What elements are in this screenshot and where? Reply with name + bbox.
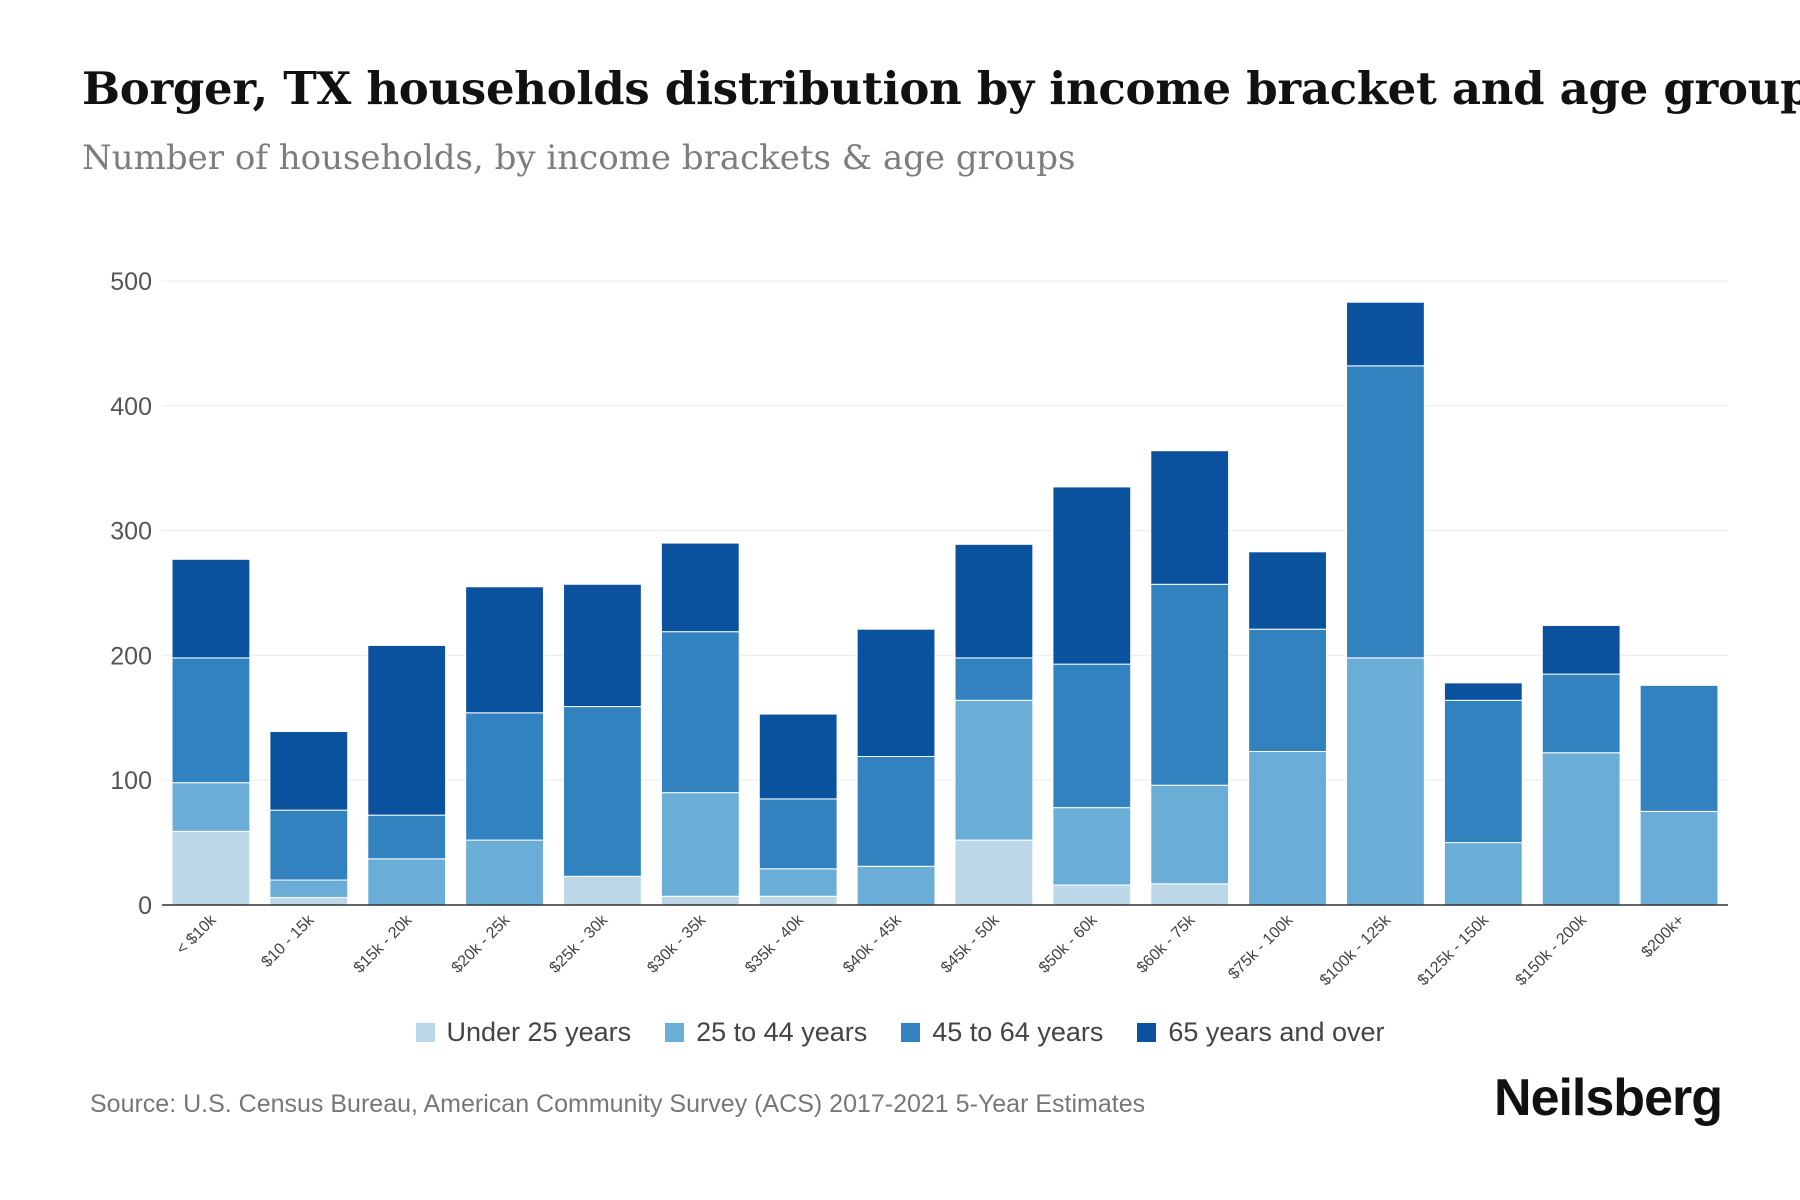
x-tick-label: $45k - 50k (938, 911, 1004, 977)
bar-segment (367, 814, 447, 860)
bar-segment (171, 830, 251, 906)
bar-segment (563, 875, 642, 906)
x-tick-label: $10 - 15k (258, 911, 318, 971)
x-tick-label: $75k - 100k (1225, 911, 1297, 983)
bar-segment (1150, 883, 1230, 906)
legend-item-65-and-over[interactable]: 65 years and over (1137, 1017, 1385, 1048)
x-tick-label: $100k - 125k (1317, 911, 1395, 989)
bar-segment (856, 865, 936, 906)
y-tick-label: 500 (110, 268, 152, 296)
bar-segment (660, 631, 740, 794)
bar-segment (954, 839, 1034, 906)
bar-segment (660, 792, 740, 897)
bar-segment (1346, 657, 1425, 906)
y-tick-label: 0 (138, 892, 152, 920)
x-tick-label: $50k - 60k (1036, 911, 1102, 977)
bar-segment (1443, 699, 1523, 844)
legend-swatch (901, 1023, 921, 1042)
bar-segment (954, 657, 1034, 701)
bar-segment (171, 558, 251, 659)
chart-legend: Under 25 years 25 to 44 years 45 to 64 y… (0, 1017, 1800, 1048)
stacked-bar-chart: 0 100 200 300 400 500 < $10k $10 - 15k $15k - 20… (110, 268, 1728, 989)
bar-segment (1248, 551, 1327, 630)
bar-segment (1052, 486, 1132, 665)
x-tick-label: $40k - 45k (840, 911, 906, 977)
bar-segment (269, 879, 349, 899)
chart-subtitle: Number of households, by income brackets… (82, 138, 1076, 178)
bar-segment (563, 706, 642, 877)
x-tick-label: $35k - 40k (742, 911, 808, 977)
bar-segment (1541, 624, 1621, 675)
bar-segment (1052, 663, 1132, 809)
bar-segment (1443, 842, 1523, 906)
bar-segment (1248, 750, 1327, 906)
bar-segment (856, 755, 936, 867)
bar-segment (1150, 450, 1230, 585)
bar-segment (171, 782, 251, 832)
bar-segment (1443, 682, 1523, 701)
source-note: Source: U.S. Census Bureau, American Com… (90, 1090, 1146, 1118)
bar-segment (1052, 807, 1132, 886)
bar-segment (1639, 684, 1719, 812)
x-tick-label: $15k - 20k (351, 911, 417, 977)
x-tick-label: $30k - 35k (644, 911, 710, 977)
brand-logo: Neilsberg (1494, 1069, 1723, 1127)
bar-segment (1052, 884, 1132, 906)
y-tick-label: 200 (110, 642, 152, 670)
bar-segment (954, 543, 1034, 659)
bar-segment (1248, 628, 1327, 752)
legend-label: 25 to 44 years (696, 1017, 868, 1047)
bar-segment (1150, 784, 1230, 885)
legend-swatch (1137, 1023, 1157, 1042)
bar-segment (758, 895, 838, 906)
bar-segment (1346, 365, 1425, 659)
bar-segment (367, 644, 447, 816)
bar-segment (758, 868, 838, 897)
y-tick-label: 400 (110, 393, 152, 421)
legend-label: Under 25 years (446, 1017, 632, 1047)
bar-segment (465, 839, 544, 906)
bar-segment (758, 713, 838, 800)
bar-segment (1541, 752, 1621, 906)
bar-segment (660, 542, 740, 633)
legend-swatch (665, 1023, 685, 1042)
legend-item-45-to-64[interactable]: 45 to 64 years (901, 1017, 1103, 1048)
x-tick-label: $60k - 75k (1134, 911, 1200, 977)
bar-segment (1541, 673, 1621, 754)
bar-segment (856, 628, 936, 757)
bar-segment (465, 712, 544, 841)
x-tick-label: < $10k (173, 911, 220, 958)
x-tick-label: $125k - 150k (1415, 911, 1493, 989)
chart-title: Borger, TX households distribution by in… (82, 62, 1800, 115)
y-tick-label: 100 (110, 767, 152, 795)
x-tick-label: $200k+ (1638, 912, 1687, 961)
bar-segment (563, 583, 642, 708)
bar-segment (758, 798, 838, 870)
y-tick-label: 300 (110, 518, 152, 546)
legend-swatch (415, 1023, 435, 1042)
bar-segment (1346, 301, 1425, 367)
legend-item-25-to-44[interactable]: 25 to 44 years (665, 1017, 867, 1048)
bar-segment (660, 895, 740, 906)
x-tick-label: $25k - 30k (546, 911, 612, 977)
legend-label: 65 years and over (1168, 1017, 1385, 1047)
bar-segment (1639, 810, 1719, 906)
bar-segment (954, 699, 1034, 841)
bar-segment (465, 586, 544, 714)
bar-segment (1150, 583, 1230, 786)
bar-segment (367, 858, 447, 906)
x-tick-label: $20k - 25k (449, 911, 515, 977)
bar-segment (269, 809, 349, 881)
bar-segment (269, 897, 349, 906)
bar-segment (171, 657, 251, 784)
x-tick-label: $150k - 200k (1513, 911, 1591, 989)
legend-item-under-25[interactable]: Under 25 years (415, 1017, 632, 1048)
legend-label: 45 to 64 years (932, 1017, 1104, 1047)
bar-segment (269, 731, 349, 811)
